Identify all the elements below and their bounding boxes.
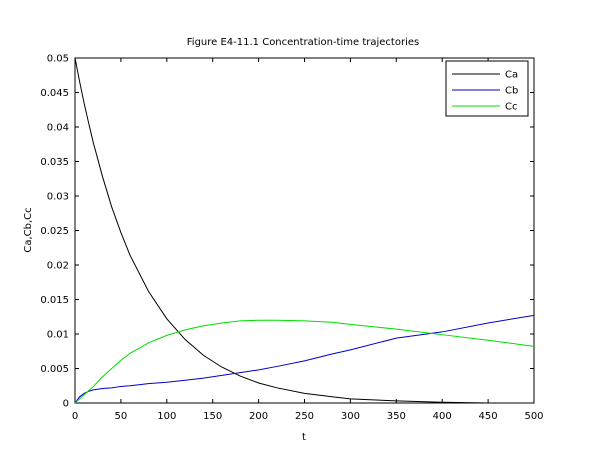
legend-label-cb: Cb (505, 86, 518, 97)
y-axis: 0 0.005 0.01 0.015 0.02 0.025 0.03 0.035 0.04 0.0… (40, 54, 534, 410)
x-tick-label: 400 (433, 411, 452, 422)
legend-label-ca: Ca (505, 70, 518, 81)
y-tick-label: 0.03 (47, 192, 69, 203)
x-tick-label: 300 (341, 411, 360, 422)
y-tick-label: 0.015 (40, 295, 69, 306)
x-tick-label: 350 (387, 411, 406, 422)
y-tick-label: 0.01 (47, 330, 69, 341)
series-line-cc (74, 319, 535, 404)
y-axis-label: Ca,Cb,Cc (23, 207, 34, 252)
y-tick-label: 0.005 (40, 364, 69, 375)
series-line-ca (74, 57, 534, 404)
x-tick-label: 50 (115, 411, 128, 422)
legend-box (445, 60, 529, 117)
x-tick-label: 500 (524, 411, 543, 422)
y-tick-label: 0.04 (47, 123, 69, 134)
x-axis-label: t (302, 432, 306, 443)
x-tick-label: 150 (203, 411, 222, 422)
x-axis: 0 50 100 150 200 250 300 350 400 450 500 (72, 58, 544, 422)
x-tick-label: 100 (157, 411, 176, 422)
x-tick-label: 0 (72, 411, 78, 422)
y-tick-label: 0 (63, 399, 69, 410)
x-tick-label: 250 (295, 411, 314, 422)
series-lines (74, 57, 535, 404)
x-tick-label: 450 (479, 411, 498, 422)
y-tick-label: 0.045 (40, 88, 69, 99)
y-tick-label: 0.025 (40, 226, 69, 237)
legend-label-cc: Cc (505, 102, 517, 113)
series-line-cb (74, 314, 535, 404)
legend: Ca Cb Cc (445, 60, 529, 117)
chart-title: Figure E4-11.1 Concentration-time trajec… (187, 37, 419, 48)
y-tick-label: 0.02 (47, 261, 69, 272)
y-tick-label: 0.05 (47, 54, 69, 65)
y-tick-label: 0.035 (40, 157, 69, 168)
x-tick-label: 200 (249, 411, 268, 422)
